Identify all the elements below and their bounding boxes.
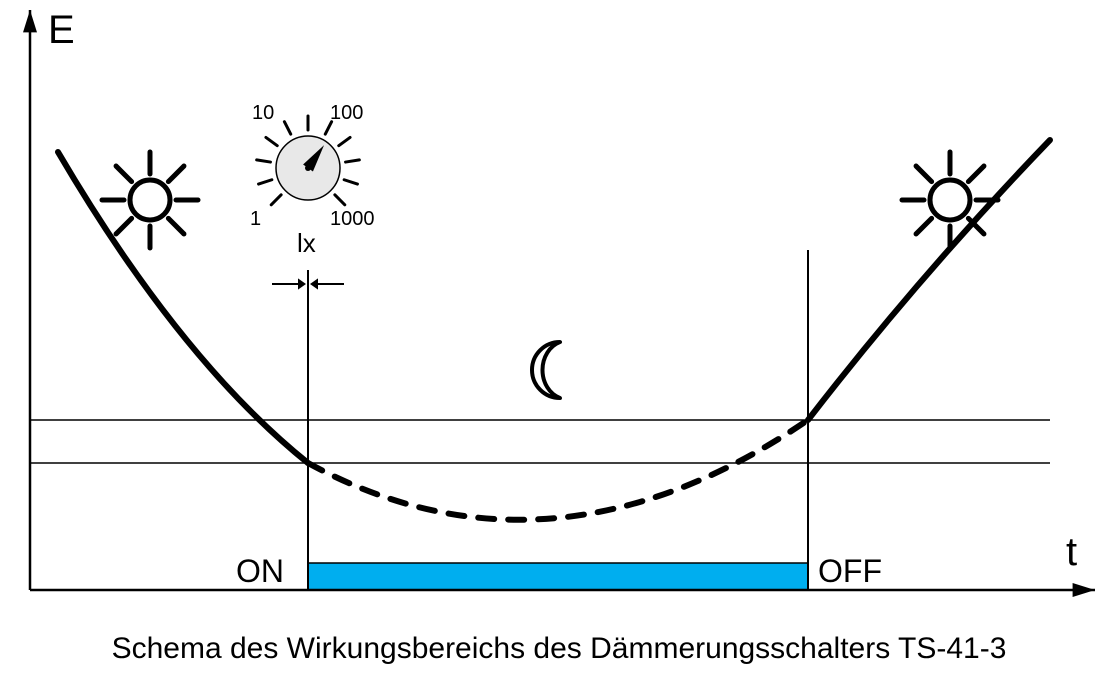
dial-label-bl: 1 (250, 208, 261, 231)
dial-label-tr: 100 (330, 102, 363, 125)
threshold-arrow-right-head (310, 278, 318, 289)
dial-unit-label: lx (297, 228, 316, 259)
dial-label-br: 1000 (330, 208, 375, 231)
diagram-svg (0, 0, 1118, 682)
y-axis-label: E (48, 8, 75, 53)
active-range-bar (308, 563, 808, 590)
sun-icon-left (102, 152, 198, 248)
sun-icon-right (902, 152, 998, 248)
dial-label-tl: 10 (252, 102, 274, 125)
illumination-curve-dashed (308, 420, 808, 520)
y-axis-arrow (23, 10, 37, 32)
on-label: ON (236, 553, 284, 590)
x-axis-arrow (1073, 583, 1095, 597)
diagram-container: E t ON OFF 10 100 1 1000 lx Schema des W… (0, 0, 1118, 682)
caption-text: Schema des Wirkungsbereichs des Dämmerun… (0, 632, 1118, 666)
x-axis-label: t (1066, 530, 1077, 575)
off-label: OFF (818, 553, 882, 590)
threshold-arrow-left-head (298, 278, 306, 289)
moon-icon (532, 342, 560, 398)
lux-dial (257, 116, 360, 205)
